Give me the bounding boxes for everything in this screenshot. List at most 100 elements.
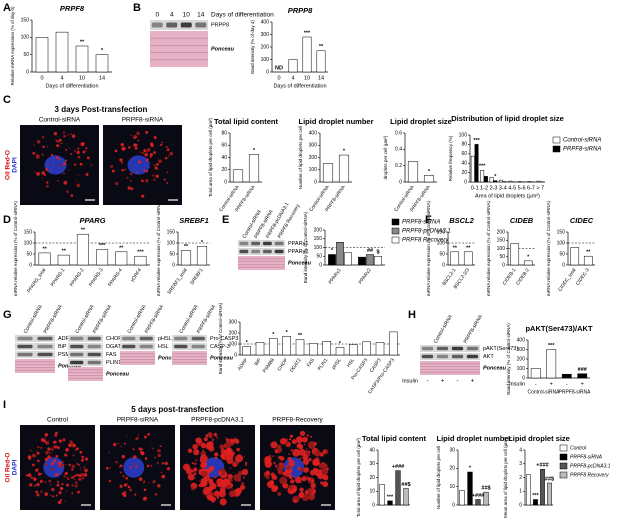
- y-axis-label: Number of lipid droplets per cell: [298, 126, 303, 189]
- y-tick-label: 0: [522, 375, 525, 381]
- blot-band: [37, 336, 53, 341]
- panel-letter: E: [222, 214, 229, 226]
- lipid-droplet: [134, 146, 138, 150]
- lipid-droplet: [288, 438, 292, 441]
- bar: [255, 342, 265, 356]
- lipid-droplet: [145, 170, 148, 173]
- lipid-droplet: [50, 154, 54, 157]
- lipid-droplet: [276, 447, 283, 453]
- lipid-droplet: [39, 479, 43, 484]
- bar: [338, 154, 350, 183]
- bar: [75, 45, 89, 73]
- bar: [403, 488, 409, 506]
- lipid-droplet: [68, 169, 70, 171]
- y-tick-label: 300: [229, 319, 238, 325]
- lipid-droplet: [219, 498, 227, 506]
- bar: [480, 170, 485, 183]
- lipid-droplet: [56, 140, 60, 143]
- bar: [387, 500, 393, 506]
- lipid-droplet: [308, 497, 310, 499]
- x-tick-label: PPARG-4: [107, 267, 124, 288]
- lipid-droplet: [45, 463, 48, 466]
- lipid-droplet: [209, 467, 212, 470]
- lipid-droplet: [58, 491, 62, 495]
- lipid-droplet: [164, 461, 168, 466]
- bar: [309, 343, 318, 356]
- legend-swatch: [559, 471, 568, 479]
- lane-label: 10: [183, 12, 191, 19]
- legend-swatch: [559, 462, 568, 470]
- lipid-droplet: [83, 473, 88, 477]
- x-tick-label: 14: [99, 75, 105, 81]
- y-tick-label: 20: [221, 167, 227, 173]
- lipid-droplet: [62, 464, 65, 467]
- bar: [570, 247, 580, 266]
- lipid-droplet: [68, 443, 72, 448]
- bar: [499, 179, 503, 183]
- lipid-droplet: [84, 457, 89, 461]
- ponceau-stain: [120, 351, 155, 365]
- lipid-droplet: [274, 464, 279, 468]
- x-tick-label: 14: [318, 75, 324, 81]
- legend-swatch: [391, 236, 400, 244]
- lipid-droplet: [144, 457, 148, 460]
- significance: ###: [578, 367, 587, 373]
- lipid-droplet: [80, 142, 85, 146]
- lipid-droplet: [271, 485, 278, 493]
- legend-swatch: [552, 145, 561, 153]
- lipid-droplet: [34, 484, 37, 487]
- lipid-droplet: [224, 444, 226, 446]
- lipid-droplet: [82, 477, 85, 480]
- lipid-droplet: [166, 171, 169, 174]
- bar: [328, 254, 336, 266]
- x-tick-label: ADRP: [237, 357, 250, 371]
- bar: [349, 344, 358, 356]
- bar: [316, 50, 326, 73]
- blot-band: [139, 344, 153, 349]
- lipid-droplet: [229, 467, 232, 469]
- lane-label: 4: [170, 12, 174, 19]
- significance: **: [81, 228, 86, 234]
- significance: *: [469, 465, 472, 471]
- lipid-droplet: [117, 442, 120, 445]
- lipid-droplet: [193, 472, 197, 476]
- lane-label: PRPF8-siRNA: [144, 303, 166, 334]
- panel-letter: F: [425, 214, 432, 226]
- x-axis-label: Days of differentiation: [273, 83, 326, 89]
- lipid-droplet: [73, 163, 77, 167]
- y-tick-label: 150: [21, 17, 30, 23]
- bar: [322, 341, 331, 356]
- significance: **: [184, 244, 189, 250]
- lipid-droplet: [239, 484, 246, 490]
- lipid-droplet: [79, 450, 83, 454]
- lipid-droplet: [105, 466, 109, 470]
- blot-row: [120, 343, 155, 350]
- lipid-droplet: [133, 455, 137, 459]
- lipid-droplet: [150, 464, 153, 467]
- x-axis-label: Days of differentiation: [45, 83, 98, 89]
- lipid-droplet: [133, 462, 137, 466]
- y-tick-label: 50: [316, 254, 322, 260]
- lipid-droplet: [30, 476, 34, 480]
- bar: [196, 246, 208, 266]
- lipid-droplet: [114, 457, 116, 459]
- bar: [180, 250, 192, 266]
- lipid-droplet: [76, 183, 80, 188]
- y-tick-label: 0: [224, 179, 227, 185]
- lipid-droplet: [63, 162, 67, 166]
- significance: *: [201, 240, 204, 246]
- y-axis-label: Band intensity (% of day 4): [250, 20, 255, 74]
- lipid-droplet: [277, 460, 279, 462]
- lipid-droplet: [75, 481, 78, 484]
- lipid-droplet: [200, 461, 208, 468]
- lipid-droplet: [313, 459, 320, 466]
- lipid-droplet: [74, 479, 76, 481]
- lipid-droplet: [150, 142, 154, 146]
- lipid-droplet: [44, 457, 49, 462]
- lipid-droplet: [153, 164, 156, 167]
- blot-band: [191, 336, 205, 341]
- lipid-droplet: [161, 141, 164, 144]
- chart-title: PRPP8: [288, 6, 313, 15]
- chart-title: CIDEB: [510, 216, 534, 225]
